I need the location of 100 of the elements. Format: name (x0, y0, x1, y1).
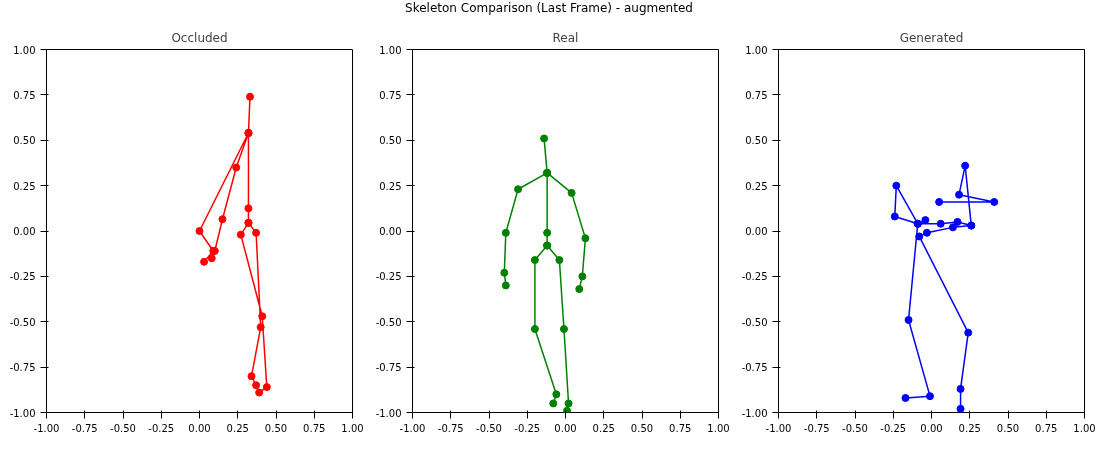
y-tick-label: 1.00 (13, 44, 36, 56)
point (247, 372, 256, 381)
y-tick-label: -0.25 (741, 271, 768, 283)
x-tick-label: 1.00 (707, 422, 730, 434)
x-tick-label: -0.25 (880, 422, 907, 434)
point (964, 328, 973, 337)
x-tick-label: 0.00 (920, 422, 943, 434)
y-tick-label: -0.25 (9, 271, 36, 283)
x-tick-label: 0.25 (592, 422, 615, 434)
x-tick-label: -1.00 (33, 422, 60, 434)
x-tick-label: -0.75 (803, 422, 830, 434)
point (200, 257, 209, 266)
point (956, 384, 965, 393)
x-tick-label: 0.50 (264, 422, 288, 434)
point (501, 281, 510, 290)
x-tick-label: 0.25 (226, 422, 249, 434)
point (255, 388, 264, 397)
x-tick-label: -0.50 (842, 422, 868, 434)
x-tick-label: 0.50 (996, 422, 1020, 434)
point (890, 212, 899, 221)
point (555, 256, 564, 265)
x-tick-label: -1.00 (399, 422, 426, 434)
point (530, 325, 539, 333)
y-tick-label: 0.00 (379, 226, 402, 237)
point (540, 134, 549, 143)
point (925, 392, 934, 401)
y-tick-label: -0.25 (375, 271, 402, 283)
point (961, 161, 970, 170)
x-tick-label: 0.75 (669, 422, 692, 434)
x-tick-label: 1.00 (1073, 422, 1096, 434)
point (990, 197, 999, 206)
y-tick-label: -0.50 (9, 316, 36, 328)
point (955, 190, 964, 199)
point (563, 406, 572, 413)
point (559, 325, 568, 333)
point (252, 381, 261, 390)
y-tick-label: 0.50 (13, 135, 36, 147)
y-tick-label: 0.75 (745, 89, 768, 101)
point (901, 393, 910, 402)
y-tick-label: 0.25 (745, 180, 768, 192)
y-tick-label: 0.50 (745, 135, 768, 147)
x-tick-label: 0.00 (188, 422, 211, 434)
point (543, 228, 552, 237)
x-tick-label: -0.50 (110, 422, 136, 434)
point (904, 315, 913, 324)
point (195, 227, 204, 235)
point (935, 197, 944, 206)
point (514, 185, 523, 194)
point (207, 254, 216, 263)
point (258, 312, 267, 321)
y-tick-label: -1.00 (741, 407, 768, 419)
point (575, 285, 584, 294)
point (567, 188, 576, 197)
y-tick-label: 0.25 (379, 180, 402, 192)
x-tick-label: 0.00 (554, 422, 577, 434)
x-tick-label: 1.00 (341, 422, 364, 434)
point (236, 230, 245, 239)
point (581, 234, 590, 243)
point (953, 217, 962, 226)
y-tick-label: 1.00 (745, 44, 768, 56)
y-tick-label: 0.25 (13, 180, 36, 192)
point (530, 256, 539, 265)
point (244, 204, 253, 213)
point (256, 323, 265, 332)
y-tick-label: -0.75 (375, 362, 402, 374)
point (948, 223, 957, 232)
point (915, 232, 924, 241)
point (921, 216, 930, 225)
point (922, 228, 931, 237)
x-tick-label: -0.25 (148, 422, 175, 434)
x-tick-label: 0.25 (958, 422, 981, 434)
text: Skeleton Comparison (Last Frame) - augmented (405, 0, 693, 17)
x-tick-label: -0.75 (437, 422, 464, 434)
chart-title: Real (552, 30, 579, 45)
point (578, 272, 587, 281)
y-tick-label: 0.75 (379, 89, 402, 101)
x-tick-label: 0.50 (630, 422, 654, 434)
point (245, 92, 254, 101)
x-tick-label: -0.75 (71, 422, 98, 434)
point (552, 390, 561, 399)
x-tick-label: -1.00 (765, 422, 792, 434)
point (936, 219, 945, 228)
x-tick-label: -0.50 (476, 422, 502, 434)
point (218, 215, 227, 224)
x-tick-label: 0.75 (303, 422, 326, 434)
x-tick-label: 0.75 (1035, 422, 1058, 434)
y-tick-label: -1.00 (375, 407, 402, 419)
y-tick-label: 0.00 (13, 226, 36, 237)
y-tick-label: 0.50 (379, 135, 402, 147)
point (232, 163, 241, 172)
point (252, 228, 261, 237)
y-tick-label: -0.75 (741, 362, 768, 374)
y-tick-label: -0.50 (741, 316, 768, 328)
x-tick-label: -0.25 (514, 422, 541, 434)
point (549, 399, 558, 408)
y-tick-label: -1.00 (9, 407, 36, 419)
y-tick-label: -0.75 (9, 362, 36, 374)
chart-title: Generated (899, 30, 964, 45)
point (892, 181, 901, 190)
point (500, 268, 509, 277)
